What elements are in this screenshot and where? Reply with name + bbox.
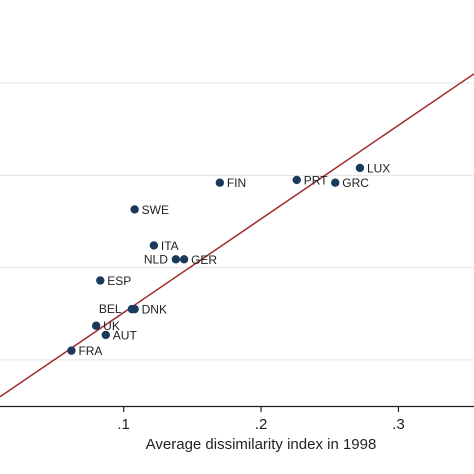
data-point-ger: GER: [179, 253, 217, 267]
point-label: DNK: [142, 303, 167, 317]
point-label: LUX: [367, 161, 390, 175]
point-label: PRT: [304, 173, 328, 187]
point-label: NLD: [144, 252, 168, 266]
point-label: BEL: [99, 302, 122, 316]
data-point-swe: SWE: [130, 203, 169, 217]
data-point-fra: FRA: [67, 344, 102, 358]
data-point-aut: AUT: [101, 328, 138, 342]
point-label: ESP: [107, 274, 131, 288]
data-point-nld: NLD: [144, 252, 181, 266]
x-tick-label: .2: [255, 416, 268, 433]
point-label: ITA: [161, 239, 179, 253]
point-marker: [355, 163, 365, 173]
point-marker: [101, 330, 110, 340]
data-point-ita: ITA: [149, 239, 179, 253]
x-axis-ticks: .1 .2 .3: [117, 406, 405, 433]
point-marker: [130, 304, 139, 314]
point-label: GER: [191, 253, 217, 267]
fit-line: [0, 73, 474, 398]
point-marker: [171, 255, 181, 264]
gridlines: [0, 82, 474, 361]
point-marker: [67, 346, 76, 355]
data-point-esp: ESP: [96, 274, 131, 288]
data-point-fin: FIN: [215, 176, 246, 190]
point-marker: [149, 241, 159, 250]
x-tick-label: .1: [117, 416, 130, 433]
x-tick-label: .3: [392, 416, 405, 433]
data-point-lux: LUX: [355, 161, 390, 175]
point-marker: [130, 205, 139, 214]
point-marker: [96, 276, 105, 285]
point-label: GRC: [342, 176, 369, 190]
point-label: UK: [103, 319, 120, 333]
data-point-dnk: DNK: [130, 303, 167, 317]
point-marker: [331, 178, 340, 187]
point-label: FRA: [78, 344, 102, 358]
point-label: SWE: [142, 203, 169, 217]
point-marker: [292, 175, 301, 185]
point-marker: [215, 178, 225, 187]
data-point-uk: UK: [91, 319, 120, 333]
data-point-grc: GRC: [331, 176, 369, 190]
point-marker: [91, 321, 101, 330]
x-axis-title: Average dissimilarity index in 1998: [146, 436, 377, 453]
data-point-prt: PRT: [292, 173, 328, 187]
point-marker: [179, 255, 189, 264]
point-label: AUT: [113, 328, 138, 342]
point-label: FIN: [227, 176, 246, 190]
